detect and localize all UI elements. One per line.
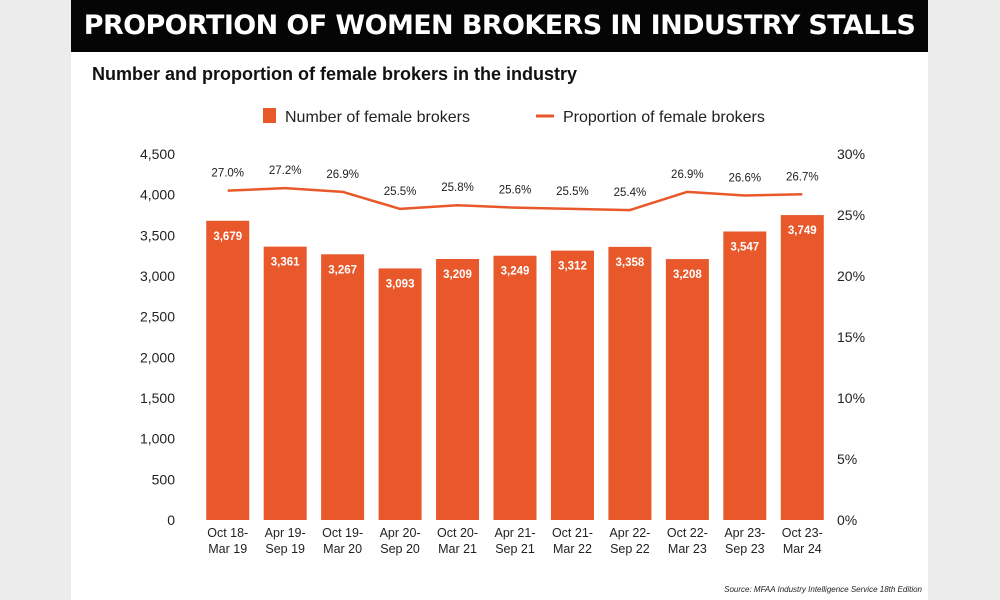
- y-left-tick-label: 500: [152, 471, 176, 487]
- y-right-tick-label: 0%: [837, 512, 857, 528]
- x-tick-label: Mar 22: [553, 542, 592, 556]
- y-left-tick-label: 1,000: [140, 431, 175, 447]
- x-tick-label: Apr 22-: [609, 526, 650, 540]
- bar: [321, 254, 365, 520]
- bar: [493, 255, 537, 521]
- legend-label-proportion: Proportion of female brokers: [563, 109, 765, 126]
- legend-swatch-number: [263, 108, 276, 123]
- y-right-tick-label: 5%: [837, 451, 857, 467]
- proportion-value-label: 26.9%: [326, 169, 359, 181]
- proportion-value-label: 27.0%: [211, 168, 244, 180]
- proportion-value-label: 25.6%: [499, 185, 532, 197]
- bar-value-label: 3,358: [616, 257, 645, 269]
- x-tick-label: Oct 21-: [552, 526, 593, 540]
- y-left-tick-label: 4,500: [140, 146, 175, 162]
- proportion-line: [227, 186, 803, 212]
- x-tick-label: Oct 18-: [207, 526, 248, 540]
- bar: [780, 215, 824, 520]
- bar: [263, 246, 307, 520]
- bar-value-label: 3,312: [558, 261, 587, 273]
- y-right-tick-label: 20%: [837, 268, 865, 284]
- x-tick-label: Mar 20: [323, 542, 362, 556]
- y-right-tick-label: 25%: [837, 207, 865, 223]
- x-tick-label: Oct 23-: [782, 526, 823, 540]
- proportion-value-label: 25.5%: [556, 186, 589, 198]
- proportion-value-label: 26.6%: [729, 172, 762, 184]
- y-left-tick-label: 3,000: [140, 268, 175, 284]
- proportion-value-label: 26.7%: [786, 171, 819, 183]
- y-left-tick-label: 3,500: [140, 227, 175, 243]
- bar-value-label: 3,249: [501, 266, 530, 278]
- x-tick-label: Sep 21: [495, 542, 535, 556]
- x-tick-label: Sep 20: [380, 542, 420, 556]
- x-tick-label: Apr 23-: [724, 526, 765, 540]
- bar-value-label: 3,361: [271, 257, 300, 269]
- y-right-tick-label: 10%: [837, 390, 865, 406]
- y-right-tick-label: 15%: [837, 329, 865, 345]
- y-left-tick-label: 1,500: [140, 390, 175, 406]
- x-tick-label: Oct 22-: [667, 526, 708, 540]
- proportion-value-label: 25.5%: [384, 186, 417, 198]
- x-tick-label: Mar 21: [438, 542, 477, 556]
- combo-chart: Number of female brokers Proportion of fe…: [140, 108, 865, 556]
- bar-value-label: 3,679: [213, 231, 242, 243]
- x-tick-label: Apr 19-: [265, 526, 306, 540]
- x-tick-label: Oct 19-: [322, 526, 363, 540]
- proportion-value-label: 25.4%: [614, 187, 647, 199]
- x-tick-label: Mar 24: [783, 542, 822, 556]
- source-note: Source: MFAA Industry Intelligence Servi…: [724, 585, 922, 594]
- proportion-value-label: 26.9%: [671, 169, 704, 181]
- y-left-tick-label: 2,500: [140, 309, 175, 325]
- chart-title: Number and proportion of female brokers …: [92, 64, 578, 84]
- x-tick-label: Sep 23: [725, 542, 765, 556]
- y-left-tick-label: 0: [167, 512, 175, 528]
- bar: [665, 259, 709, 520]
- bar: [206, 220, 250, 521]
- x-tick-label: Mar 23: [668, 542, 707, 556]
- y-right-tick-label: 30%: [837, 146, 865, 162]
- x-tick-label: Oct 20-: [437, 526, 478, 540]
- bar-value-label: 3,208: [673, 269, 702, 281]
- proportion-value-label: 25.8%: [441, 182, 474, 194]
- bar: [608, 246, 652, 520]
- banner-title: PROPORTION OF WOMEN BROKERS IN INDUSTRY …: [71, 0, 928, 52]
- x-tick-label: Sep 19: [265, 542, 305, 556]
- bar: [436, 259, 480, 520]
- bar: [378, 268, 422, 520]
- y-left-tick-label: 2,000: [140, 349, 175, 365]
- bar-value-label: 3,547: [730, 242, 759, 254]
- bar-value-label: 3,093: [386, 278, 415, 290]
- chart-card: PROPORTION OF WOMEN BROKERS IN INDUSTRY …: [71, 0, 928, 600]
- bar: [550, 250, 594, 520]
- x-tick-label: Mar 19: [208, 542, 247, 556]
- proportion-value-label: 27.2%: [269, 165, 302, 177]
- bar-value-label: 3,749: [788, 225, 817, 237]
- bar-value-label: 3,209: [443, 269, 472, 281]
- bar: [723, 231, 767, 520]
- bar-value-label: 3,267: [328, 264, 357, 276]
- legend-label-number: Number of female brokers: [285, 109, 470, 126]
- x-tick-label: Sep 22: [610, 542, 650, 556]
- x-tick-label: Apr 21-: [495, 526, 536, 540]
- x-tick-label: Apr 20-: [380, 526, 421, 540]
- y-left-tick-label: 4,000: [140, 187, 175, 203]
